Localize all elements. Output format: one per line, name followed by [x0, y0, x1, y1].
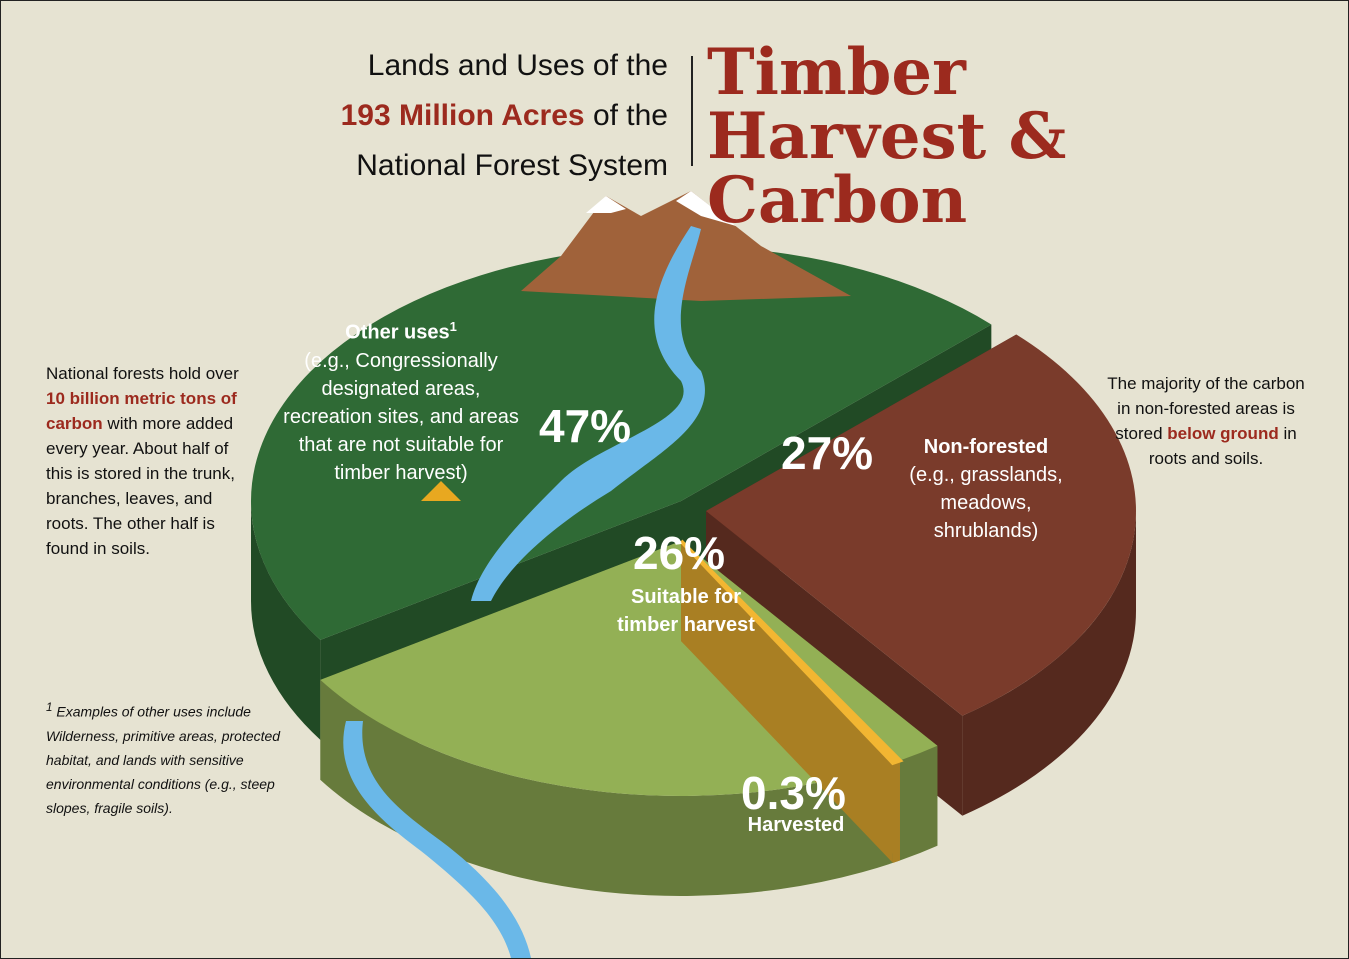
subtitle-text: of the	[593, 99, 668, 132]
slice-label: Non-forested (e.g., grasslands, meadows,…	[886, 433, 1086, 545]
value-label: 27%	[781, 426, 873, 480]
right-annotation: The majority of the carbon in non-forest…	[1101, 371, 1311, 471]
subtitle-text: National Forest System	[356, 149, 668, 182]
annotation-text: National forests hold over	[46, 364, 239, 383]
category-note: (e.g., Congressionally designated areas,…	[283, 350, 519, 484]
category-name: Other uses	[345, 322, 449, 344]
subtitle: Lands and Uses of the 193 Million Acres …	[268, 41, 668, 191]
footnote-marker: 1	[46, 701, 52, 714]
footnote: 1 Examples of other uses include Wildern…	[46, 696, 281, 820]
value-label: 47%	[539, 399, 631, 453]
slice-side	[893, 760, 900, 862]
subtitle-highlight: 193 Million Acres	[341, 99, 585, 132]
value-label: 26%	[633, 526, 725, 580]
category-name: Non-forested	[924, 436, 1048, 458]
category-note: (e.g., grasslands, meadows, shrublands)	[909, 464, 1062, 542]
category-name: Harvested	[741, 811, 851, 839]
footnote-text: Examples of other uses include Wildernes…	[46, 704, 280, 816]
annotation-text: with more added every year. About half o…	[46, 414, 235, 558]
annotation-highlight: below ground	[1167, 424, 1278, 443]
footnote-marker: 1	[450, 319, 457, 334]
left-annotation: National forests hold over 10 billion me…	[46, 361, 246, 561]
infographic: Lands and Uses of the 193 Million Acres …	[0, 0, 1349, 959]
chart-title: Timber Harvest & Carbon	[707, 41, 1267, 233]
category-name: Suitable for timber harvest	[611, 583, 761, 639]
slice-label: Other uses1 (e.g., Congressionally desig…	[276, 313, 526, 487]
divider	[691, 56, 693, 166]
subtitle-text: Lands and Uses of the	[368, 49, 668, 82]
